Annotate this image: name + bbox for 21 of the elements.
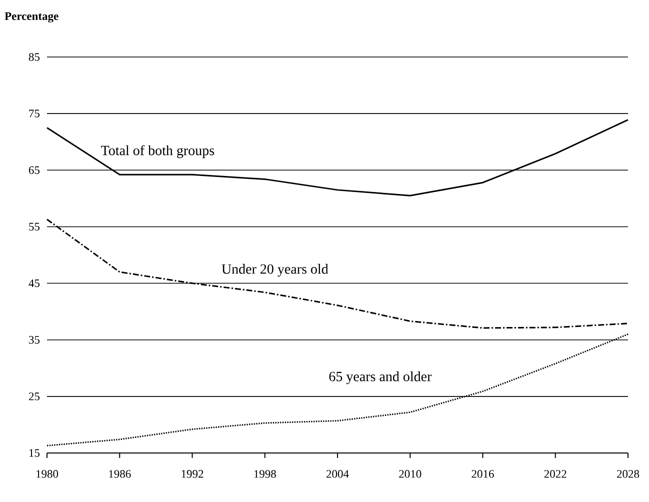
series-label: Total of both groups: [101, 145, 214, 158]
y-tick-label: 35: [29, 336, 40, 344]
y-tick-label: 15: [29, 449, 40, 457]
y-axis-title: Percentage: [4, 12, 58, 22]
y-tick-label: 45: [28, 279, 40, 288]
x-tick-label: 2010: [399, 470, 422, 478]
x-tick-label: 2016: [472, 470, 494, 478]
x-tick-label: 2004: [326, 470, 349, 478]
y-tick-label: 65: [28, 166, 40, 174]
x-tick-label: 1992: [182, 470, 204, 478]
x-tick-label: 1986: [109, 470, 131, 478]
x-tick-label: 2022: [544, 470, 566, 478]
series-label: 65 years and older: [329, 371, 432, 384]
y-tick-label: 25: [28, 392, 40, 400]
x-tick-label: 1980: [36, 470, 58, 478]
y-tick-label: 75: [29, 110, 40, 118]
y-tick-label: 85: [28, 53, 40, 61]
x-tick-label: 1998: [254, 470, 276, 478]
series-label: Under 20 years old: [222, 264, 328, 277]
y-tick-label: 55: [29, 222, 40, 231]
x-tick-label: 2028: [617, 470, 640, 478]
